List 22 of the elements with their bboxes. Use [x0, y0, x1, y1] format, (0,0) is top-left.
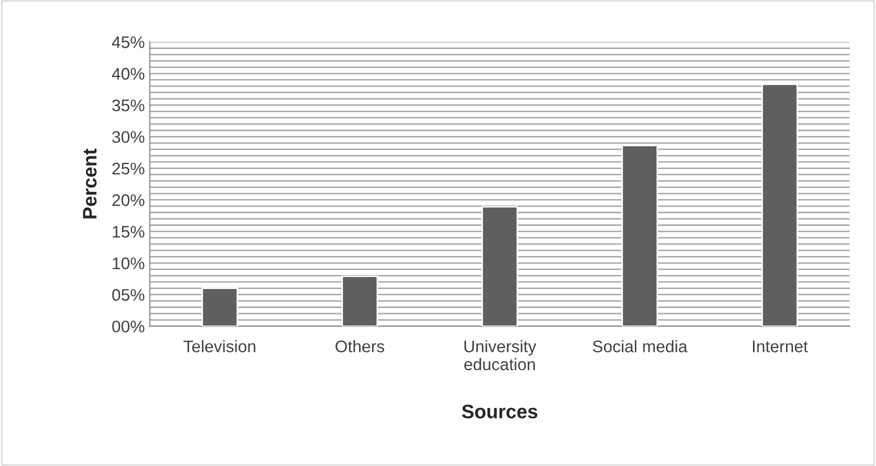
x-tick-label: Television: [184, 340, 256, 352]
y-tick-label: 00%: [112, 320, 144, 332]
y-tick-label: 05%: [112, 289, 144, 301]
x-tick-label: Social media: [592, 340, 688, 352]
y-tick-label: 25%: [112, 162, 144, 174]
y-axis-title: Percent: [83, 148, 97, 218]
x-tick-label: University education: [464, 340, 536, 370]
y-tick-label: 35%: [112, 100, 144, 112]
bar: [762, 84, 798, 326]
y-tick-label: 15%: [112, 226, 144, 238]
y-tick-label: 30%: [112, 131, 144, 143]
bar: [342, 276, 378, 326]
x-axis-title: Sources: [462, 404, 538, 418]
y-tick-label: 40%: [112, 68, 144, 80]
bar: [482, 206, 518, 326]
y-tick-label: 10%: [112, 257, 144, 270]
x-tick-label: Internet: [753, 340, 808, 352]
y-tick-label: 45%: [112, 36, 144, 48]
y-tick-label: 20%: [112, 194, 144, 206]
bar: [202, 288, 238, 326]
x-tick-label: Others: [336, 340, 384, 352]
bar: [622, 144, 658, 326]
